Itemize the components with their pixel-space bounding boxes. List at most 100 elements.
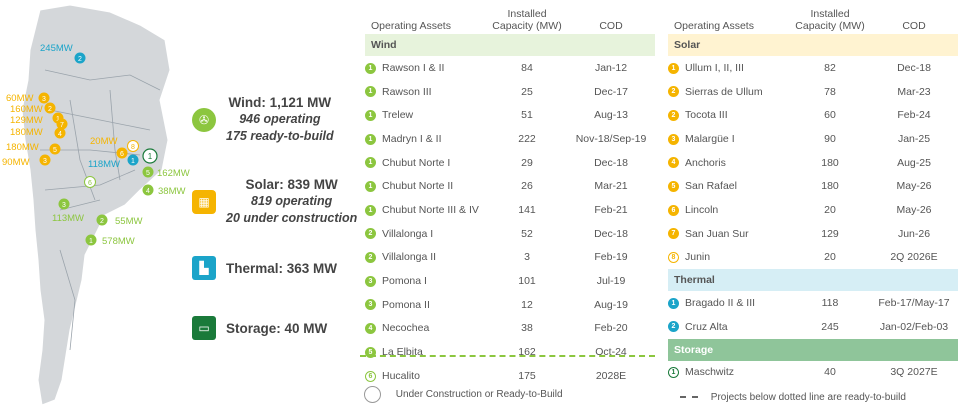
wind-line2: 175 ready-to-build [226, 129, 334, 143]
capacity-cell: 162 [518, 346, 536, 359]
cod-cell: Jul-19 [596, 275, 626, 288]
table-row: 8 Junin 20 2Q 2026E [668, 246, 958, 270]
asset-cell: 2 Villalonga I [365, 222, 487, 246]
svg-text:2: 2 [48, 106, 52, 113]
cod-cell: Aug-25 [897, 156, 931, 169]
table-row: 1 Rawson I & II 84 Jan-12 [365, 56, 655, 80]
wind-line1: 946 operating [239, 112, 321, 126]
table-row: 5 La Elbita 162 Oct-24 [365, 340, 655, 364]
asset-cell: 1 Bragado II & III [668, 291, 790, 315]
site-number-badge: 1 [365, 204, 376, 216]
asset-name: Hucalito [382, 369, 420, 382]
asset-cell: 1 Maschwitz [668, 361, 790, 385]
asset-name: Madryn I & II [382, 132, 442, 145]
site-number-badge: 2 [668, 109, 679, 121]
capacity-cell: 118 [821, 297, 839, 310]
site-number-badge: 1 [668, 62, 679, 74]
table-row: 6 Hucalito 175 2028E [365, 364, 655, 388]
map-label: 129MW [10, 115, 43, 126]
svg-text:3: 3 [43, 158, 47, 165]
map-label: 60MW [6, 93, 34, 104]
ready-to-build-divider [360, 355, 655, 357]
site-number-badge: 7 [668, 228, 679, 240]
cod-cell: 2Q 2026E [890, 251, 938, 264]
header-capacity: Installed Capacity (MW) [795, 8, 865, 32]
asset-name: Rawson III [382, 85, 432, 98]
site-number-badge: 3 [668, 133, 679, 145]
asset-name: Lincoln [685, 203, 719, 216]
capacity-cell: 180 [821, 180, 839, 193]
asset-name: Rawson I & II [382, 61, 445, 74]
asset-name: Chubut Norte II [382, 180, 454, 193]
asset-cell: 2 Cruz Alta [668, 315, 790, 339]
map-markers: 2 3 2 1 7 4 5 3 8 6 1 1 5 4 6 3 2 1 [38, 52, 158, 246]
cod-cell: Feb-19 [594, 251, 628, 264]
svg-text:8: 8 [131, 144, 135, 151]
site-number-badge: 6 [365, 370, 376, 382]
site-number-badge: 3 [365, 275, 376, 287]
asset-name: Pomona I [382, 275, 427, 288]
asset-cell: 2 Sierras de Ullum [668, 80, 790, 104]
table-row: 4 Anchoris 180 Aug-25 [668, 151, 958, 175]
asset-cell: 1 Chubut Norte II [365, 174, 487, 198]
asset-cell: 6 Hucalito [365, 364, 487, 388]
svg-text:2: 2 [100, 218, 104, 225]
asset-cell: 1 Rawson I & II [365, 56, 487, 80]
asset-name: San Rafael [685, 180, 737, 193]
site-number-badge: 8 [668, 252, 679, 264]
table-row: 1 Madryn I & II 222 Nov-18/Sep-19 [365, 127, 655, 151]
asset-name: Ullum I, II, III [685, 61, 744, 74]
site-number-badge: 1 [365, 181, 376, 192]
capacity-cell: 20 [824, 203, 836, 216]
cod-cell: Jan-25 [897, 132, 931, 145]
table-row: 5 San Rafael 180 May-26 [668, 174, 958, 198]
asset-cell: 3 Pomona II [365, 293, 487, 317]
map-label: 160MW [10, 104, 43, 115]
cod-cell: Jan-12 [594, 61, 628, 74]
asset-cell: 5 La Elbita [365, 340, 487, 364]
hollow-circle-icon [364, 386, 381, 403]
cod-cell: Nov-18/Sep-19 [575, 132, 647, 145]
capacity-cell: 12 [521, 298, 533, 311]
table-row: 1 Ullum I, II, III 82 Dec-18 [668, 56, 958, 80]
asset-cell: 4 Anchoris [668, 151, 790, 175]
capacity-cell: 40 [824, 366, 836, 379]
svg-text:7: 7 [60, 122, 64, 129]
table-row: 2 Sierras de Ullum 78 Mar-23 [668, 80, 958, 104]
asset-cell: 3 Pomona I [365, 269, 487, 293]
capacity-cell: 25 [521, 85, 533, 98]
battery-icon: ▭ [192, 316, 216, 340]
cod-cell: Aug-13 [594, 109, 628, 122]
svg-text:3: 3 [62, 202, 66, 209]
capacity-cell: 245 [821, 320, 839, 333]
capacity-cell: 90 [824, 132, 836, 145]
cod-cell: Dec-18 [594, 227, 628, 240]
section-label: Wind [365, 34, 655, 56]
asset-cell: 1 Ullum I, II, III [668, 56, 790, 80]
cod-cell: Mar-21 [594, 180, 628, 193]
site-number-badge: 5 [668, 181, 679, 192]
thermal-section-header: Thermal [668, 269, 958, 292]
site-number-badge: 2 [365, 228, 376, 240]
capacity-cell: 222 [518, 132, 536, 145]
legend-dotted: Projects below dotted line are ready-to-… [680, 392, 906, 403]
site-number-badge: 1 [668, 297, 679, 309]
table-row: 2 Villalonga I 52 Dec-18 [365, 222, 655, 246]
asset-name: Sierras de Ullum [685, 85, 763, 98]
site-number-badge: 5 [365, 346, 376, 358]
thermal-title: Thermal: 363 MW [226, 260, 338, 276]
header-capacity: Installed Capacity (MW) [492, 8, 562, 32]
table-row: 3 Pomona II 12 Aug-19 [365, 293, 655, 317]
site-number-badge: 1 [365, 62, 376, 74]
svg-text:1: 1 [56, 116, 60, 123]
country-shape [21, 4, 171, 406]
solar-title: Solar: 839 MW [245, 177, 338, 192]
capacity-cell: 52 [521, 227, 533, 240]
map-label: 180MW [6, 142, 39, 153]
capacity-cell: 82 [824, 61, 836, 74]
svg-text:3: 3 [42, 96, 46, 103]
cod-cell: 2028E [595, 369, 627, 382]
table-row: 2 Tocota III 60 Feb-24 [668, 103, 958, 127]
asset-name: Trelew [382, 109, 414, 122]
site-number-badge: 3 [365, 299, 376, 311]
